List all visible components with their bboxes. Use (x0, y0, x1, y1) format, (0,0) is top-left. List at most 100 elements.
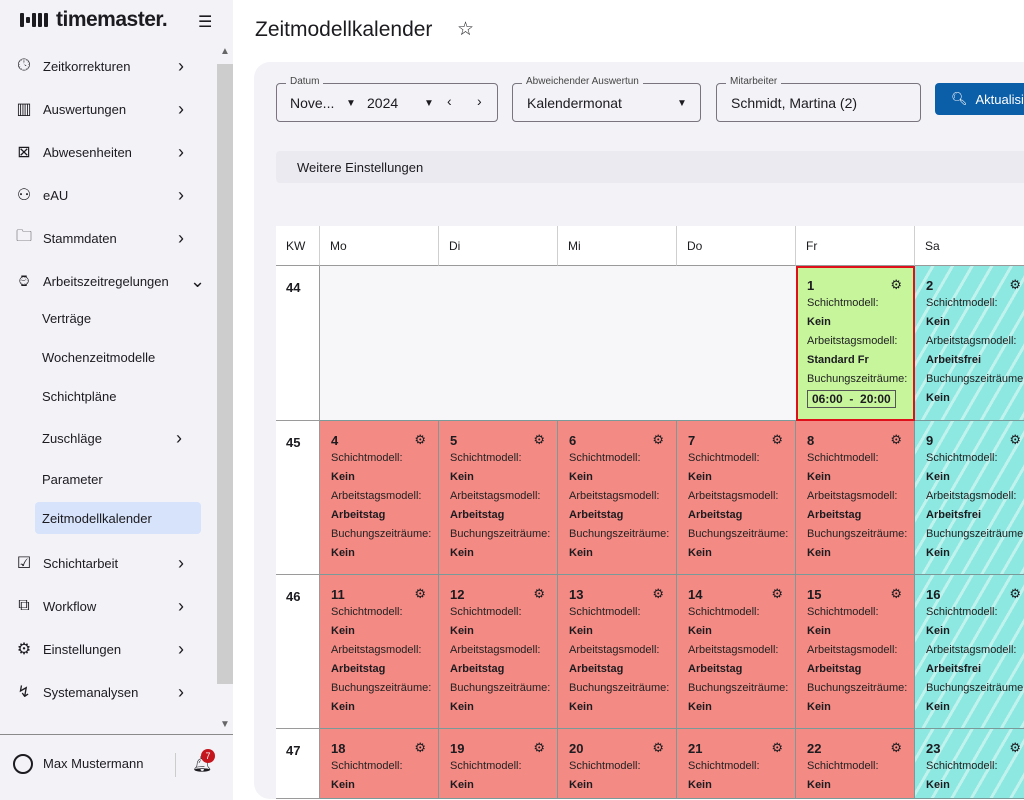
arbeitstagsmodell-label: Arbeitstagsmodell: (569, 644, 660, 656)
day-cell[interactable]: 8 ⚙ Schichtmodell: Kein Arbeitstagsmodell: Ar… (796, 421, 915, 575)
gear-icon[interactable]: ⚙ (414, 586, 426, 601)
buchungszeitraeume-label: Buchungszeiträume: (569, 528, 670, 540)
gear-icon[interactable]: ⚙ (652, 740, 664, 755)
sidebar-item-abwesenheiten[interactable]: ⊠ Abwesenheiten › (0, 132, 218, 172)
gear-icon[interactable]: ⚙ (533, 432, 545, 447)
gear-icon[interactable]: ⚙ (890, 432, 902, 447)
chevron-right-icon[interactable]: › (178, 184, 184, 205)
gear-icon[interactable]: ⚙ (771, 432, 783, 447)
gear-icon[interactable]: ⚙ (1009, 432, 1021, 447)
sidebar-item-arbeitszeitregelungen[interactable]: ⌚︎ Arbeitszeitregelungen ⌄ (0, 261, 218, 301)
sidebar-item-label: Stammdaten (43, 230, 117, 246)
sidebar-item-systemanalysen[interactable]: ↯ Systemanalysen › (0, 672, 218, 712)
gear-icon[interactable]: ⚙ (414, 432, 426, 447)
sidebar-item-stammdaten[interactable]: 🗀 Stammdaten › (0, 218, 218, 258)
day-cell[interactable]: 15 ⚙ Schichtmodell: Kein Arbeitstagsmodell: A… (796, 575, 915, 729)
sidebar-scrollbar[interactable]: ▲ ▼ (217, 44, 233, 734)
sidebar-item-eau[interactable]: ⚇ eAU › (0, 175, 218, 215)
chevron-right-icon[interactable]: › (178, 227, 184, 248)
gear-icon[interactable]: ⚙ (890, 740, 902, 755)
day-cell[interactable]: 23 ⚙ Schichtmodell: Kein (915, 729, 1024, 799)
sidebar-item-verträge[interactable]: Verträge (35, 302, 201, 334)
day-cell[interactable]: 4 ⚙ Schichtmodell: Kein Arbeitstagsmodell: Ar… (320, 421, 439, 575)
auswertung-select[interactable]: Abweichender Auswertun Kalendermonat ▼ (512, 76, 701, 122)
day-cell[interactable]: 9 ⚙ Schichtmodell: Kein Arbeitstagsmodell: Ar… (915, 421, 1024, 575)
sidebar-item-zeitkorrekturen[interactable]: 🕓︎ Zeitkorrekturen › (0, 46, 218, 86)
sidebar-item-wochenzeitmodelle[interactable]: Wochenzeitmodelle (35, 341, 201, 373)
day-number: 15 (807, 587, 822, 602)
buchungszeitraeume-value: Kein (926, 392, 950, 404)
day-cell[interactable]: 14 ⚙ Schichtmodell: Kein Arbeitstagsmodell: A… (677, 575, 796, 729)
chevron-right-icon[interactable]: › (178, 98, 184, 119)
sidebar-item-zuschläge[interactable]: Zuschläge › (35, 422, 201, 454)
chevron-right-icon[interactable]: › (178, 552, 184, 573)
day-cell[interactable]: 6 ⚙ Schichtmodell: Kein Arbeitstagsmodell: Ar… (558, 421, 677, 575)
mitarbeiter-field[interactable]: Mitarbeiter Schmidt, Martina (2) (716, 76, 921, 122)
more-settings-panel[interactable]: Weitere Einstellungen (276, 151, 1024, 183)
chevron-right-icon[interactable]: › (178, 55, 184, 76)
day-cell[interactable]: 16 ⚙ Schichtmodell: Kein Arbeitstagsmodell: A… (915, 575, 1024, 729)
user-name[interactable]: Max Mustermann (43, 756, 144, 771)
gear-icon[interactable]: ⚙ (890, 586, 902, 601)
refresh-button[interactable]: 🔍︎ Aktualisieren (935, 83, 1024, 115)
day-number: 14 (688, 587, 703, 602)
sidebar-item-zeitmodellkalender[interactable]: Zeitmodellkalender (35, 502, 201, 534)
calendar-x-icon: ⊠ (17, 144, 31, 161)
day-cell[interactable]: 7 ⚙ Schichtmodell: Kein Arbeitstagsmodell: Ar… (677, 421, 796, 575)
chevron-right-icon[interactable]: › (178, 638, 184, 659)
day-cell[interactable]: 5 ⚙ Schichtmodell: Kein Arbeitstagsmodell: Ar… (439, 421, 558, 575)
gear-icon[interactable]: ⚙ (890, 277, 902, 292)
gear-icon[interactable]: ⚙ (771, 586, 783, 601)
sidebar-item-label: Abwesenheiten (43, 144, 132, 160)
schichtmodell-label: Schichtmodell: (926, 452, 998, 464)
gear-icon[interactable]: ⚙ (1009, 586, 1021, 601)
chevron-right-icon[interactable]: › (178, 141, 184, 162)
day-cell[interactable]: 19 ⚙ Schichtmodell: Kein (439, 729, 558, 799)
day-cell[interactable]: 11 ⚙ Schichtmodell: Kein Arbeitstagsmodell: A… (320, 575, 439, 729)
year-select[interactable]: 2024 (367, 95, 399, 111)
sidebar-item-parameter[interactable]: Parameter (35, 463, 201, 495)
favorite-star-icon[interactable]: ☆ (457, 19, 475, 40)
gear-icon[interactable]: ⚙ (771, 740, 783, 755)
buchungszeitraeume-label: Buchungszeiträume: (807, 373, 908, 385)
day-cell[interactable]: 22 ⚙ Schichtmodell: Kein (796, 729, 915, 799)
prev-month-icon[interactable]: ‹ (447, 93, 452, 109)
sidebar-item-schichtarbeit[interactable]: ☑ Schichtarbeit › (0, 543, 218, 583)
day-cell[interactable]: 18 ⚙ Schichtmodell: Kein (320, 729, 439, 799)
day-cell[interactable]: 20 ⚙ Schichtmodell: Kein (558, 729, 677, 799)
dropdown-icon[interactable]: ▼ (677, 98, 687, 109)
month-select[interactable]: Nove... (290, 95, 335, 111)
gear-icon[interactable]: ⚙ (414, 740, 426, 755)
next-month-icon[interactable]: › (477, 93, 482, 109)
year-dropdown-icon[interactable]: ▼ (424, 98, 434, 109)
sidebar-item-schichtpläne[interactable]: Schichtpläne (35, 380, 201, 412)
gear-icon[interactable]: ⚙ (1009, 277, 1021, 292)
day-cell[interactable]: 13 ⚙ Schichtmodell: Kein Arbeitstagsmodell: A… (558, 575, 677, 729)
day-number: 19 (450, 741, 465, 756)
gear-icon[interactable]: ⚙ (652, 586, 664, 601)
chevron-right-icon[interactable]: › (178, 595, 184, 616)
chevron-down-icon[interactable]: ⌄ (190, 270, 206, 291)
chevron-right-icon[interactable]: › (176, 427, 182, 448)
collapse-menu-icon[interactable]: ☰ (198, 14, 213, 31)
gear-icon[interactable]: ⚙ (533, 740, 545, 755)
gear-icon[interactable]: ⚙ (652, 432, 664, 447)
sidebar-item-workflow[interactable]: ⧉ Workflow › (0, 586, 218, 626)
day-number: 20 (569, 741, 584, 756)
sidebar-item-label: Workflow (43, 598, 97, 614)
logo[interactable]: timemaster. (20, 8, 168, 32)
gear-icon[interactable]: ⚙ (1009, 740, 1021, 755)
chevron-right-icon[interactable]: › (178, 681, 184, 702)
gear-icon[interactable]: ⚙ (533, 586, 545, 601)
day-cell[interactable]: 2 ⚙ Schichtmodell: Kein Arbeitstagsmodell: Ar… (915, 266, 1024, 421)
sidebar-item-label: Zeitkorrekturen (43, 58, 131, 74)
day-cell[interactable]: 1 ⚙ Schichtmodell: Kein Arbeitstagsmodell: St… (796, 266, 915, 421)
buchungszeitraeume-value: Kein (450, 547, 474, 559)
user-avatar-icon[interactable] (13, 754, 33, 774)
day-cell[interactable]: 21 ⚙ Schichtmodell: Kein (677, 729, 796, 799)
sidebar-item-auswertungen[interactable]: ▥ Auswertungen › (0, 89, 218, 129)
sidebar-item-einstellungen[interactable]: ⚙ Einstellungen › (0, 629, 218, 669)
sidebar-item-label: Arbeitszeitregelungen (43, 273, 169, 289)
day-cell[interactable]: 12 ⚙ Schichtmodell: Kein Arbeitstagsmodell: A… (439, 575, 558, 729)
month-dropdown-icon[interactable]: ▼ (346, 98, 356, 109)
